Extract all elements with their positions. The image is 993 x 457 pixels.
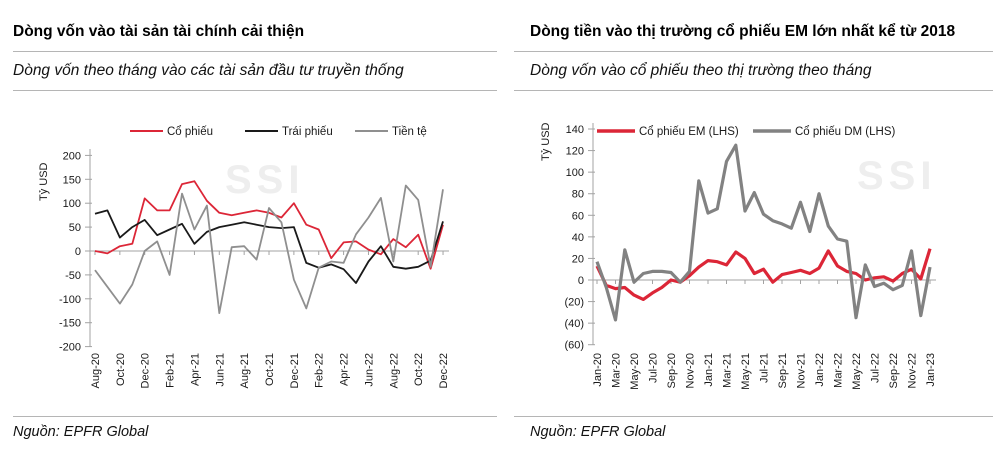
x-tick-label: May-21 xyxy=(740,353,752,390)
y-tick-label: -150 xyxy=(59,318,81,330)
source-note: Nguồn: EPFR Global xyxy=(13,424,149,440)
y-tick-label: 120 xyxy=(566,146,584,158)
y-tick-label: (40) xyxy=(564,318,584,330)
x-tick-label: Jan-22 xyxy=(814,353,826,387)
em-equity-flows-chart-canvas: SSI 140 120 100 80 60 40 20 0 (20) (40) (60) Tỷ USD J… xyxy=(540,122,937,390)
x-tick-label: Sep-21 xyxy=(777,353,789,388)
panel-em-equity-flows: Dòng tiền vào thị trường cổ phiếu EM lớn… xyxy=(514,0,993,457)
panel-subtitle: Dòng vốn theo tháng vào các tài sản đầu … xyxy=(13,62,404,79)
x-tick-label: Sep-20 xyxy=(666,353,678,388)
x-tick-label: Jun-22 xyxy=(363,353,375,387)
y-tick-label: 0 xyxy=(578,275,584,287)
ssi-watermark: SSI xyxy=(857,154,936,198)
divider xyxy=(13,90,497,91)
x-tick-label: Aug-22 xyxy=(388,353,400,388)
x-tick-label: Feb-22 xyxy=(314,353,326,388)
x-tick-label: Jul-21 xyxy=(759,353,771,383)
x-tick-label: Oct-20 xyxy=(115,353,127,386)
legend-label: Cổ phiếu xyxy=(167,126,213,138)
x-tick-label: Dec-22 xyxy=(438,353,450,388)
x-tick-label: Jan-23 xyxy=(925,353,937,387)
ssi-watermark: SSI xyxy=(225,158,304,202)
legend-label: Cổ phiếu EM (LHS) xyxy=(639,126,739,138)
x-tick-label: Jan-20 xyxy=(592,353,604,387)
panel-title: Dòng vốn vào tài sản tài chính cải thiện xyxy=(13,23,305,40)
x-tick-label: Aug-20 xyxy=(90,353,102,388)
x-tick-label: Oct-21 xyxy=(264,353,276,386)
legend-label: Tiền tệ xyxy=(392,126,427,138)
series-line xyxy=(94,180,444,270)
x-tick-label: Mar-21 xyxy=(722,353,734,388)
x-tick-label: Mar-20 xyxy=(611,353,623,388)
y-axis-title: Tỷ USD xyxy=(38,162,50,201)
series-line xyxy=(595,143,932,322)
y-tick-label: 50 xyxy=(69,222,81,234)
x-tick-label: Oct-22 xyxy=(413,353,425,386)
x-tick-label: Apr-21 xyxy=(189,353,201,386)
x-tick-label: Jul-22 xyxy=(870,353,882,383)
y-tick-label: (60) xyxy=(564,340,584,352)
panel-title: Dòng tiền vào thị trường cổ phiếu EM lớn… xyxy=(530,23,956,40)
x-tick-label: Feb-21 xyxy=(165,353,177,388)
y-tick-label: 20 xyxy=(572,253,584,265)
em-equity-flows-chart: SSI 140 120 100 80 60 40 20 0 (20) (40) (60) Tỷ USD J… xyxy=(527,101,993,413)
series-line xyxy=(94,184,444,315)
y-tick-label: 100 xyxy=(566,167,584,179)
x-tick-label: Nov-21 xyxy=(796,353,808,388)
x-tick-label: Jun-21 xyxy=(214,353,226,387)
x-tick-label: Sep-22 xyxy=(888,353,900,388)
divider xyxy=(514,51,993,52)
x-tick-label: May-22 xyxy=(851,353,863,390)
legend-label: Trái phiếu xyxy=(282,126,333,138)
y-tick-label: -50 xyxy=(65,270,81,282)
y-tick-label: 200 xyxy=(63,150,81,162)
x-tick-label: May-20 xyxy=(629,353,641,390)
y-tick-label: 150 xyxy=(63,174,81,186)
series-line xyxy=(94,209,444,284)
divider xyxy=(13,51,497,52)
y-tick-label: 80 xyxy=(572,189,584,201)
y-tick-label: 140 xyxy=(566,124,584,136)
y-tick-label: (20) xyxy=(564,297,584,309)
x-tick-label: Apr-22 xyxy=(339,353,351,386)
panel-asset-flows: Dòng vốn vào tài sản tài chính cải thiện… xyxy=(13,0,497,457)
x-tick-label: Jul-20 xyxy=(648,353,660,383)
y-tick-label: 60 xyxy=(572,210,584,222)
x-tick-label: Nov-20 xyxy=(685,353,697,388)
divider xyxy=(13,416,497,417)
y-tick-label: -200 xyxy=(59,342,81,354)
y-axis-title: Tỷ USD xyxy=(540,122,552,161)
divider xyxy=(514,90,993,91)
x-tick-label: Dec-21 xyxy=(289,353,301,388)
y-tick-label: 100 xyxy=(63,198,81,210)
panel-subtitle: Dòng vốn vào cổ phiếu theo thị trường th… xyxy=(530,62,872,79)
divider xyxy=(514,416,993,417)
x-tick-label: Aug-21 xyxy=(239,353,251,388)
asset-flows-chart-canvas: SSI 200 150 100 50 0 -50 -100 -150 -200 Tỷ USD Aug-… xyxy=(38,126,450,388)
x-tick-label: Jan-21 xyxy=(703,353,715,387)
y-tick-label: 0 xyxy=(75,246,81,258)
x-tick-label: Nov-22 xyxy=(907,353,919,388)
legend-label: Cổ phiếu DM (LHS) xyxy=(795,126,896,138)
y-tick-label: -100 xyxy=(59,294,81,306)
x-tick-label: Mar-22 xyxy=(833,353,845,388)
y-tick-label: 40 xyxy=(572,232,584,244)
asset-flows-chart: SSI 200 150 100 50 0 -50 -100 -150 -200 Tỷ USD Aug-… xyxy=(13,101,497,413)
source-note: Nguồn: EPFR Global xyxy=(530,424,666,440)
x-tick-label: Dec-20 xyxy=(140,353,152,388)
series-line xyxy=(595,248,932,301)
